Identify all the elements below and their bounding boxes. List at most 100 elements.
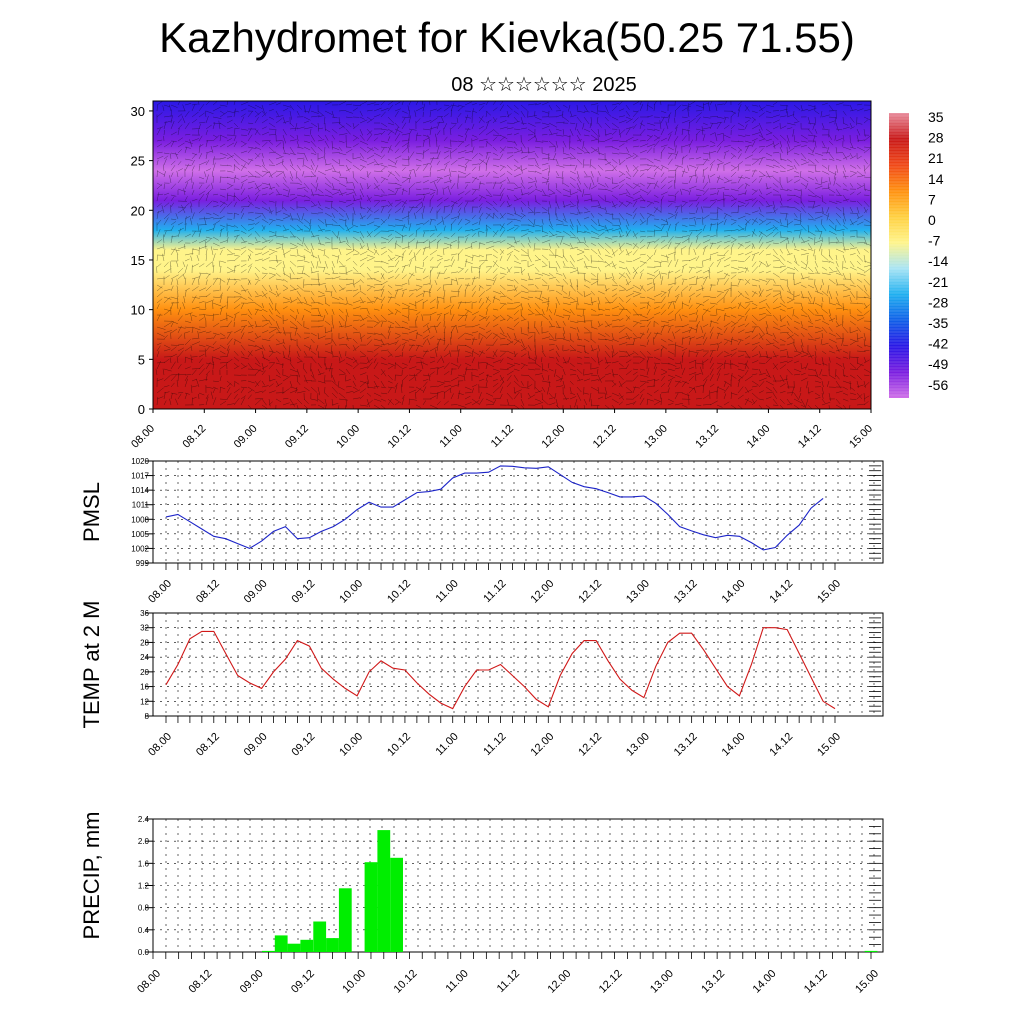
wind-barb <box>744 202 750 208</box>
wind-barb <box>681 235 689 238</box>
wind-barb <box>205 189 212 196</box>
wind-barb <box>660 239 666 244</box>
wind-barb <box>198 129 200 136</box>
wind-barb <box>387 312 393 316</box>
wind-barb <box>758 377 767 382</box>
wind-barb <box>219 386 226 390</box>
wind-barb <box>793 254 798 264</box>
wind-barb <box>786 307 793 310</box>
wind-barb <box>184 320 192 323</box>
wind-barb <box>527 103 537 106</box>
wind-barb <box>219 292 223 298</box>
wind-barb <box>520 404 525 409</box>
wind-barb <box>373 170 383 172</box>
wind-barb <box>177 161 182 166</box>
wind-barb <box>268 328 277 334</box>
wind-barb <box>744 234 751 238</box>
wind-barb <box>387 164 397 168</box>
wind-barb <box>576 290 583 297</box>
wind-barb <box>310 200 316 206</box>
wind-barb <box>758 271 764 274</box>
wind-barb <box>828 296 831 303</box>
wind-barb <box>170 393 173 400</box>
wind-barb <box>282 236 289 239</box>
wind-barb <box>401 176 411 180</box>
wind-barb <box>240 356 249 360</box>
wind-barb <box>716 386 726 391</box>
wind-barb <box>212 171 214 178</box>
wind-barb <box>799 218 802 225</box>
wind-barb <box>786 368 793 376</box>
wind-barb <box>681 144 691 148</box>
wind-barb <box>688 326 693 334</box>
wind-barb <box>772 338 779 344</box>
wind-barb <box>247 227 255 232</box>
wind-barb <box>198 121 206 124</box>
wind-barb <box>352 338 358 344</box>
wind-barb <box>422 386 427 394</box>
wind-barb <box>702 351 709 358</box>
wind-barb <box>177 344 185 346</box>
wind-barb <box>219 246 226 250</box>
wind-barb <box>457 315 464 322</box>
wind-barb <box>765 170 771 179</box>
wind-barb <box>436 342 439 352</box>
wind-barb <box>373 338 383 342</box>
wind-barb <box>758 261 762 268</box>
wind-barb <box>821 212 829 217</box>
wind-barb <box>625 155 634 160</box>
wind-barb <box>597 194 605 201</box>
wind-barb <box>835 102 844 106</box>
wind-barb <box>786 296 793 300</box>
wind-barb <box>471 331 479 334</box>
wind-barb <box>387 230 394 232</box>
wind-barb <box>821 342 829 346</box>
wind-barb <box>520 167 528 172</box>
wind-barb <box>828 260 835 264</box>
wind-barb <box>408 241 410 250</box>
wind-barb <box>541 125 550 130</box>
wind-barb <box>618 242 625 250</box>
wind-barb <box>814 211 824 214</box>
wind-barb <box>800 206 807 214</box>
wind-barb <box>254 129 259 136</box>
wind-barb <box>471 214 476 220</box>
wind-barb <box>674 126 678 136</box>
wind-barb <box>555 254 564 259</box>
wind-barb <box>289 127 299 130</box>
wind-barb <box>184 233 192 238</box>
wind-barb <box>177 325 182 334</box>
wind-barb <box>660 346 665 352</box>
wind-barb <box>604 395 612 400</box>
wind-barb <box>562 156 572 160</box>
wind-barb <box>520 110 526 118</box>
wind-barb <box>478 261 485 268</box>
wind-barb <box>513 271 520 274</box>
wind-barb <box>317 398 325 405</box>
wind-barb <box>182 104 186 112</box>
wind-barb <box>204 301 207 310</box>
wind-barb <box>625 194 634 199</box>
wind-barb <box>786 402 793 406</box>
wind-barb <box>541 230 549 234</box>
wind-barb <box>485 296 491 302</box>
wind-barb <box>359 262 365 268</box>
wind-barb <box>373 194 383 197</box>
wind-barb <box>814 368 819 377</box>
wind-barb <box>520 146 523 153</box>
wind-barb <box>793 110 795 117</box>
wind-barb <box>716 222 718 232</box>
wind-barb <box>751 199 758 208</box>
wind-barb <box>303 254 305 261</box>
wind-barb <box>177 273 185 280</box>
wind-barb <box>359 257 368 262</box>
wind-barb <box>709 350 714 358</box>
wind-barb <box>506 392 513 400</box>
wind-barb <box>317 392 319 402</box>
wind-barb <box>779 290 782 298</box>
wind-barb <box>779 188 789 191</box>
wind-barb <box>583 373 593 376</box>
wind-barb <box>576 230 586 234</box>
wind-barb <box>156 266 158 274</box>
wind-barb <box>415 266 423 270</box>
